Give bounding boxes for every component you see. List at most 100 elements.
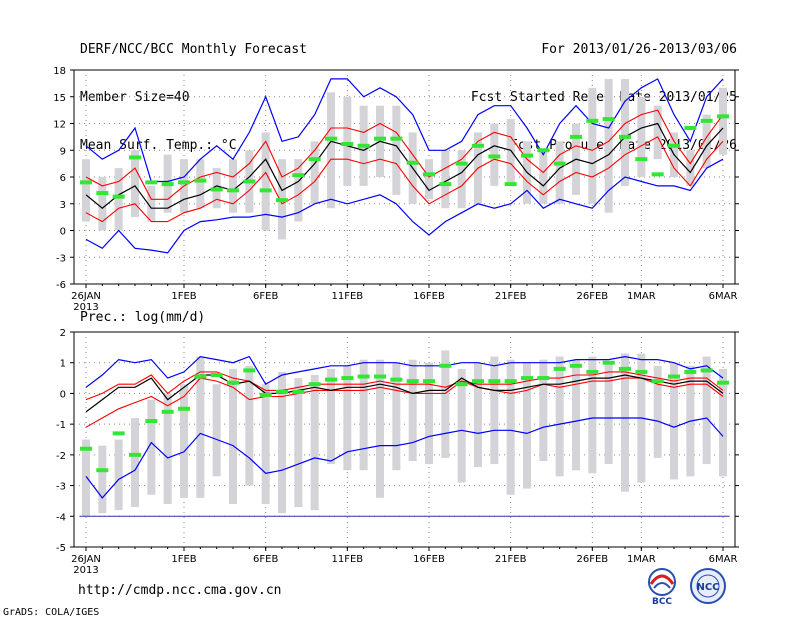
spread-box [261, 132, 270, 231]
spread-box [359, 359, 368, 471]
marker-dash [374, 136, 386, 141]
spread-box [392, 105, 401, 195]
series-max-line [85, 78, 724, 183]
spread-box [425, 159, 433, 200]
footer-url[interactable]: http://cmdp.ncc.cma.gov.cn [78, 583, 282, 598]
marker-dash [210, 373, 223, 377]
marker-dash [439, 182, 452, 187]
marker-dash [521, 376, 533, 381]
series-max-line [85, 355, 724, 388]
spread-box [278, 371, 286, 514]
marker-dash [210, 187, 223, 192]
marker-dash [488, 154, 501, 159]
marker-dash [553, 366, 566, 371]
spread-box [196, 159, 205, 209]
series-lower-line [85, 136, 724, 223]
marker-dash [259, 188, 272, 193]
spread-box [229, 368, 237, 504]
spread-box [294, 159, 303, 222]
marker-dash [292, 173, 305, 178]
marker-dash [194, 178, 207, 183]
marker-dash [129, 155, 141, 160]
x-tick-label: 6MAR [709, 291, 738, 302]
marker-dash [80, 446, 92, 451]
marker-dash [243, 179, 256, 184]
y-tick-label: -3 [56, 482, 66, 493]
spread-box [588, 356, 597, 474]
marker-dash [651, 379, 664, 384]
temperature-chart: -6 -3 0 3 6 9 12 15 18 26JAN 1FEB 6FEB 11FEB 16FEB 21F… [53, 66, 739, 313]
spread-box [310, 375, 319, 511]
x-tick-label: 26FEB [577, 554, 609, 565]
spread-box [441, 350, 450, 458]
marker-dash [602, 117, 615, 122]
x-tick-label: 1FEB [171, 554, 196, 565]
y-tick-label: 3 [60, 200, 66, 211]
spread-box [523, 362, 531, 489]
marker-dash [700, 368, 713, 373]
marker-dash [80, 180, 92, 185]
marker-dash [537, 148, 550, 153]
marker-dash [717, 380, 729, 385]
spread-box [327, 368, 335, 465]
x-tick-label: 6FEB [253, 291, 278, 302]
marker-dash [341, 376, 354, 381]
marker-dash [112, 431, 125, 436]
marker-dash [472, 379, 484, 384]
marker-dash [668, 374, 680, 379]
spread-box [180, 384, 188, 498]
y-tick-label: 1 [60, 359, 66, 370]
marker-dash [406, 160, 419, 165]
marker-dash [651, 172, 664, 177]
spread-box [490, 356, 499, 465]
marker-dash [406, 379, 419, 384]
marker-dash [227, 188, 239, 193]
spread-box [604, 362, 613, 465]
spread-box [457, 150, 466, 209]
y-tick-label: -5 [56, 543, 66, 554]
y-tick-label: 18 [53, 66, 66, 77]
spread-box [294, 378, 303, 508]
marker-dash [684, 369, 697, 374]
x-tick-label: 26JAN [71, 554, 101, 565]
header-left: DERF/NCC/BCC Monthly Forecast Member Siz… [80, 10, 307, 170]
spread-box [539, 359, 548, 461]
marker-dash [504, 182, 517, 187]
marker-dash [423, 379, 435, 384]
spread-box [310, 141, 319, 204]
bcc-logo: BCC [648, 568, 676, 606]
x-tick-label: 1MAR [627, 291, 656, 302]
spread-box [392, 362, 401, 471]
marker-dash [357, 143, 370, 148]
marker-dash [602, 360, 615, 365]
x-tick-label: 21FEB [495, 291, 527, 302]
spread-box [719, 368, 727, 477]
marker-dash [194, 374, 207, 379]
marker-dash [178, 406, 190, 411]
marker-dash [374, 374, 386, 379]
year-label: 2013 [73, 565, 98, 576]
marker-dash [96, 468, 109, 473]
y-tick-label: 12 [53, 120, 66, 131]
marker-dash [129, 452, 141, 457]
marker-dash [390, 136, 403, 141]
spread-box [343, 96, 352, 186]
spread-box [702, 356, 711, 465]
spread-box [702, 114, 711, 169]
marker-dash [521, 153, 533, 158]
marker-dash [243, 368, 256, 373]
marker-dash [161, 182, 174, 187]
marker-dash [112, 194, 125, 199]
spread-box [114, 439, 123, 511]
marker-dash [227, 380, 239, 385]
spread-box [670, 362, 678, 480]
marker-dash [357, 374, 370, 379]
spread-box [147, 399, 156, 495]
spread-box [147, 185, 156, 222]
spread-box [621, 353, 629, 492]
series-upper-line [85, 109, 724, 200]
marker-dash [684, 125, 697, 130]
x-tick-label: 1MAR [627, 554, 656, 565]
marker-dash [276, 198, 288, 203]
marker-dash [178, 180, 190, 185]
